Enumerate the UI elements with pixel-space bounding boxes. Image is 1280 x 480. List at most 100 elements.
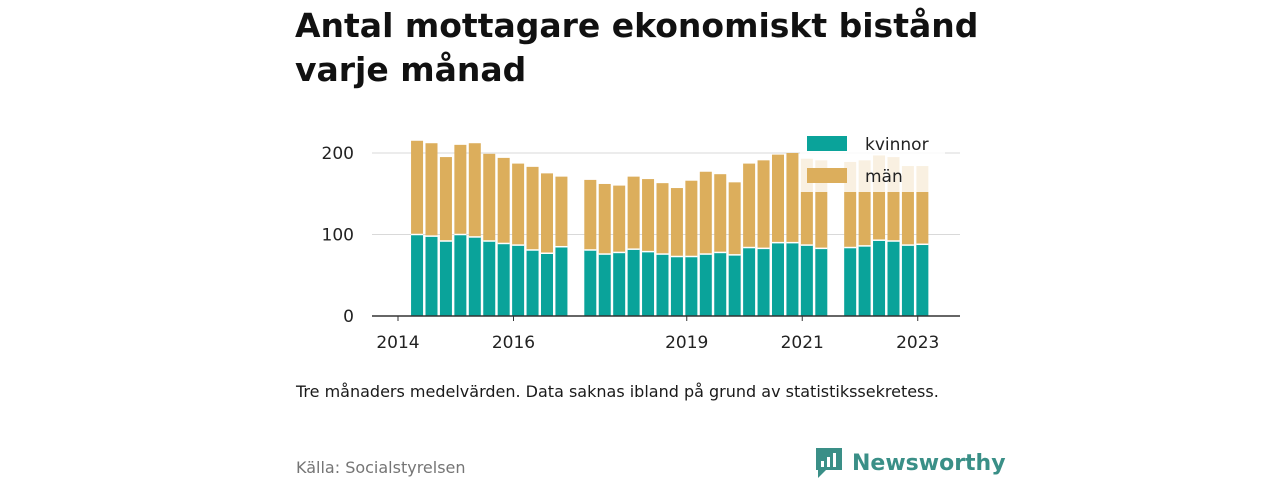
bar-kvinnor xyxy=(598,254,611,316)
bar-man xyxy=(642,179,655,252)
bar-group xyxy=(540,173,553,316)
x-tick-label: 2016 xyxy=(492,333,535,353)
bar-man xyxy=(728,182,741,255)
bar-group xyxy=(670,188,683,316)
bar-man xyxy=(685,180,698,257)
bar-group xyxy=(743,163,756,316)
bar-kvinnor xyxy=(613,252,626,316)
bar-kvinnor xyxy=(757,248,770,316)
bar-kvinnor xyxy=(873,240,886,316)
bar-man xyxy=(757,160,770,249)
bar-group xyxy=(411,140,424,316)
bar-group xyxy=(483,153,496,316)
bar-man xyxy=(540,173,553,254)
bar-kvinnor xyxy=(468,236,481,316)
bar-man xyxy=(598,183,611,255)
bar-group xyxy=(454,144,467,316)
bar-man xyxy=(714,174,727,253)
x-tick-label: 2023 xyxy=(896,333,939,353)
y-tick-label: 0 xyxy=(343,307,354,327)
bar-man xyxy=(771,154,784,243)
legend: kvinnor män xyxy=(800,126,945,192)
bar-kvinnor xyxy=(901,245,914,316)
y-axis-ticks: 0 100 200 xyxy=(322,144,354,327)
bar-kvinnor xyxy=(743,247,756,316)
bar-man xyxy=(439,157,452,242)
bar-kvinnor xyxy=(887,241,900,316)
source-label: Källa: Socialstyrelsen xyxy=(296,458,466,477)
bar-man xyxy=(425,143,438,237)
bar-group xyxy=(771,154,784,316)
bar-kvinnor xyxy=(584,249,597,316)
bar-kvinnor xyxy=(497,243,510,316)
bar-kvinnor xyxy=(411,234,424,316)
bar-kvinnor xyxy=(815,248,828,316)
bar-group xyxy=(439,157,452,316)
bar-kvinnor xyxy=(540,253,553,316)
bar-group xyxy=(468,143,481,316)
bar-group xyxy=(627,176,640,316)
bar-kvinnor xyxy=(627,249,640,316)
bar-group xyxy=(685,180,698,316)
bar-chart: 0 100 200 2014 2016 2019 2021 2023 kvinnor män xyxy=(321,126,960,353)
chart-note: Tre månaders medelvärden. Data saknas ib… xyxy=(296,382,939,401)
bar-group xyxy=(526,166,539,316)
bar-group xyxy=(512,163,525,316)
bar-kvinnor xyxy=(728,254,741,316)
legend-swatch-man xyxy=(807,168,847,183)
bar-man xyxy=(411,140,424,235)
bar-man xyxy=(627,176,640,250)
bar-kvinnor xyxy=(526,249,539,316)
bar-kvinnor xyxy=(800,245,813,316)
bar-man xyxy=(743,163,756,248)
bar-kvinnor xyxy=(699,254,712,316)
bar-kvinnor xyxy=(916,244,929,316)
bar-kvinnor xyxy=(642,251,655,316)
bar-man xyxy=(584,179,597,250)
bar-group xyxy=(757,160,770,316)
legend-label-kvinnor: kvinnor xyxy=(865,135,929,155)
bar-man xyxy=(613,185,626,253)
bar-group xyxy=(656,183,669,316)
bar-kvinnor xyxy=(425,236,438,316)
x-tick-label: 2019 xyxy=(665,333,708,353)
bar-man xyxy=(555,176,568,247)
x-tick-label: 2014 xyxy=(376,333,419,353)
bar-man xyxy=(786,153,799,243)
y-tick-label: 100 xyxy=(322,226,354,246)
bar-group xyxy=(425,143,438,316)
bar-man xyxy=(483,153,496,242)
bar-group xyxy=(555,176,568,316)
legend-label-man: män xyxy=(865,167,903,187)
bar-group xyxy=(699,171,712,316)
chart-title: Antal mottagare ekonomiskt bistånd varje… xyxy=(295,6,979,89)
bar-kvinnor xyxy=(858,245,871,316)
bar-kvinnor xyxy=(670,256,683,316)
bar-kvinnor xyxy=(555,246,568,316)
bar-group xyxy=(728,182,741,316)
bar-man xyxy=(497,157,510,244)
bar-man xyxy=(468,143,481,237)
bar-man xyxy=(454,144,467,235)
bar-group xyxy=(786,153,799,316)
bar-kvinnor xyxy=(714,252,727,316)
bar-kvinnor xyxy=(771,242,784,316)
newsworthy-logo-icon xyxy=(816,448,842,478)
bar-kvinnor xyxy=(454,234,467,316)
bar-man xyxy=(699,171,712,255)
brand-logo: Newsworthy xyxy=(814,446,1006,480)
y-tick-label: 200 xyxy=(322,144,354,164)
bar-kvinnor xyxy=(656,254,669,316)
bar-group xyxy=(714,174,727,316)
bar-man xyxy=(526,166,539,250)
bar-kvinnor xyxy=(512,245,525,316)
bar-man xyxy=(512,163,525,246)
bar-kvinnor xyxy=(439,241,452,316)
bar-kvinnor xyxy=(786,242,799,316)
bar-group xyxy=(584,179,597,316)
bar-group xyxy=(497,157,510,316)
bar-group xyxy=(598,183,611,316)
brand-name: Newsworthy xyxy=(852,450,1006,476)
bar-kvinnor xyxy=(685,256,698,316)
bar-kvinnor xyxy=(483,241,496,316)
